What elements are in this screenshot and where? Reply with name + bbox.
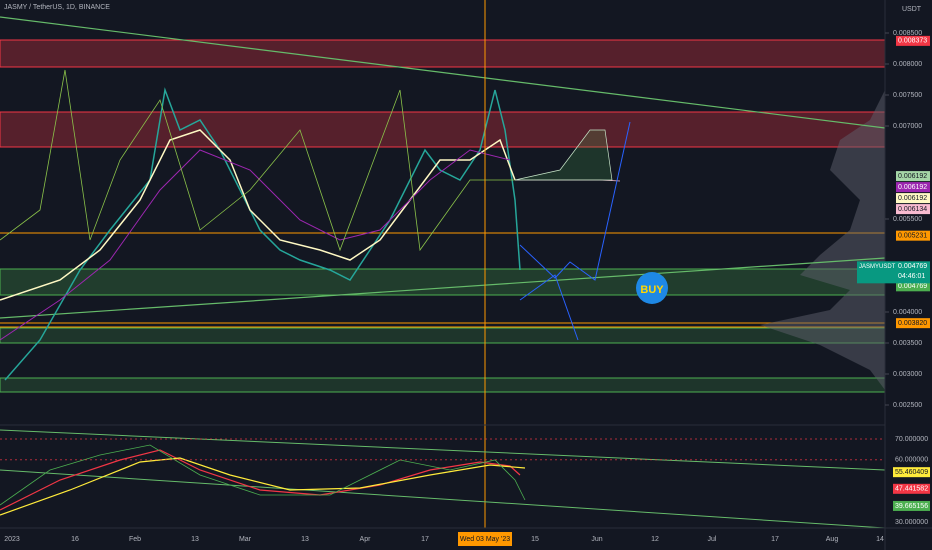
currency: USDT xyxy=(902,6,922,13)
crosshair-date-box xyxy=(458,532,512,546)
trend-line xyxy=(0,16,886,129)
support-zone xyxy=(0,268,886,296)
time-tick-label: 2023 xyxy=(4,536,20,543)
time-tick-label: Feb xyxy=(129,536,141,543)
time-tick-label: 17 xyxy=(421,536,429,543)
price-label: 0.006192 xyxy=(898,195,927,202)
trend-line xyxy=(0,257,886,319)
countdown: 04:46:01 xyxy=(898,273,925,280)
symbol-label: JASMYUSDT xyxy=(859,264,896,270)
time-tick-label: Jul xyxy=(708,536,717,543)
resistance-zone xyxy=(0,39,886,68)
baseline xyxy=(0,129,516,301)
time-tick-label: 17 xyxy=(771,536,779,543)
trend-line xyxy=(0,429,886,471)
trend-line xyxy=(0,469,886,529)
lagging-span xyxy=(0,69,515,252)
price-label: 0.006192 xyxy=(898,173,927,180)
chart-header: JASMY / TetherUS, 1D, BINANCE xyxy=(4,4,110,11)
price-label-box xyxy=(896,318,930,329)
price-label-box xyxy=(896,171,930,182)
price-label-box xyxy=(896,193,930,204)
price-label: 0.006134 xyxy=(898,206,927,213)
price-tick-label: 0.007000 xyxy=(893,123,922,130)
rsi-line xyxy=(0,449,521,511)
last-price-box xyxy=(857,261,930,284)
time-tick-label: Mar xyxy=(239,536,252,543)
price-label-box xyxy=(896,204,930,215)
price-tick-label: 0.004000 xyxy=(893,309,922,316)
price-tick-label: 0.005500 xyxy=(893,216,922,223)
cloud xyxy=(514,129,613,181)
price-tick-label: 0.003500 xyxy=(893,340,922,347)
volume-profile xyxy=(760,90,885,390)
price-tick-label: 0.007500 xyxy=(893,92,922,99)
indicator-label-box xyxy=(893,483,930,494)
signal-line xyxy=(0,444,526,506)
support-zone xyxy=(0,377,886,393)
last-price-label: 0.004769 xyxy=(898,263,927,270)
support-zone xyxy=(0,327,886,344)
time-tick-label: Aug xyxy=(826,536,839,543)
price-label-box xyxy=(896,35,930,46)
indicator-label: 47.441582 xyxy=(895,486,928,493)
time-tick-label: 14 xyxy=(876,536,884,543)
indicator-tick-label: 70.000000 xyxy=(895,436,928,443)
indicator-label: 55.460409 xyxy=(895,469,928,476)
buy-badge xyxy=(636,272,668,304)
time-tick-label: 13 xyxy=(191,536,199,543)
indicator-label-box xyxy=(893,467,930,478)
price-label: 0.005231 xyxy=(898,233,927,240)
price-label-box xyxy=(896,230,930,241)
resistance-zone xyxy=(0,111,886,148)
time-tick-label: Jun xyxy=(591,536,602,543)
time-tick-label: 13 xyxy=(301,536,309,543)
indicator-label-box xyxy=(893,500,930,511)
price-tick-label: 0.002500 xyxy=(893,402,922,409)
price-label: 0.003820 xyxy=(898,320,927,327)
projection-arrow xyxy=(519,121,631,281)
price-label: 0.004769 xyxy=(898,283,927,290)
price-label-box xyxy=(896,182,930,193)
time-tick-label: Wed 03 May '23 xyxy=(460,536,510,543)
time-tick-label: 15 xyxy=(531,536,539,543)
price-label-box xyxy=(896,281,930,292)
indicator-tick-label: 60.000000 xyxy=(895,457,928,464)
time-tick-label: Apr xyxy=(360,536,372,543)
time-tick-label: 16 xyxy=(71,536,79,543)
price-label: 0.006192 xyxy=(898,184,927,191)
time-tick-label: 12 xyxy=(651,536,659,543)
price-tick-label: 0.008000 xyxy=(893,61,922,68)
indicator-tick-label: 30.000000 xyxy=(895,519,928,526)
buy-badge-text: BUY xyxy=(640,284,664,296)
price-tick-label: 0.008500 xyxy=(893,30,922,37)
indicator-label: 39.665156 xyxy=(895,503,928,510)
ma-line xyxy=(0,457,526,516)
projection-arrow xyxy=(519,274,579,341)
price-tick-label: 0.003000 xyxy=(893,371,922,378)
price-label: 0.008373 xyxy=(898,38,927,45)
conversion-line xyxy=(0,149,511,341)
